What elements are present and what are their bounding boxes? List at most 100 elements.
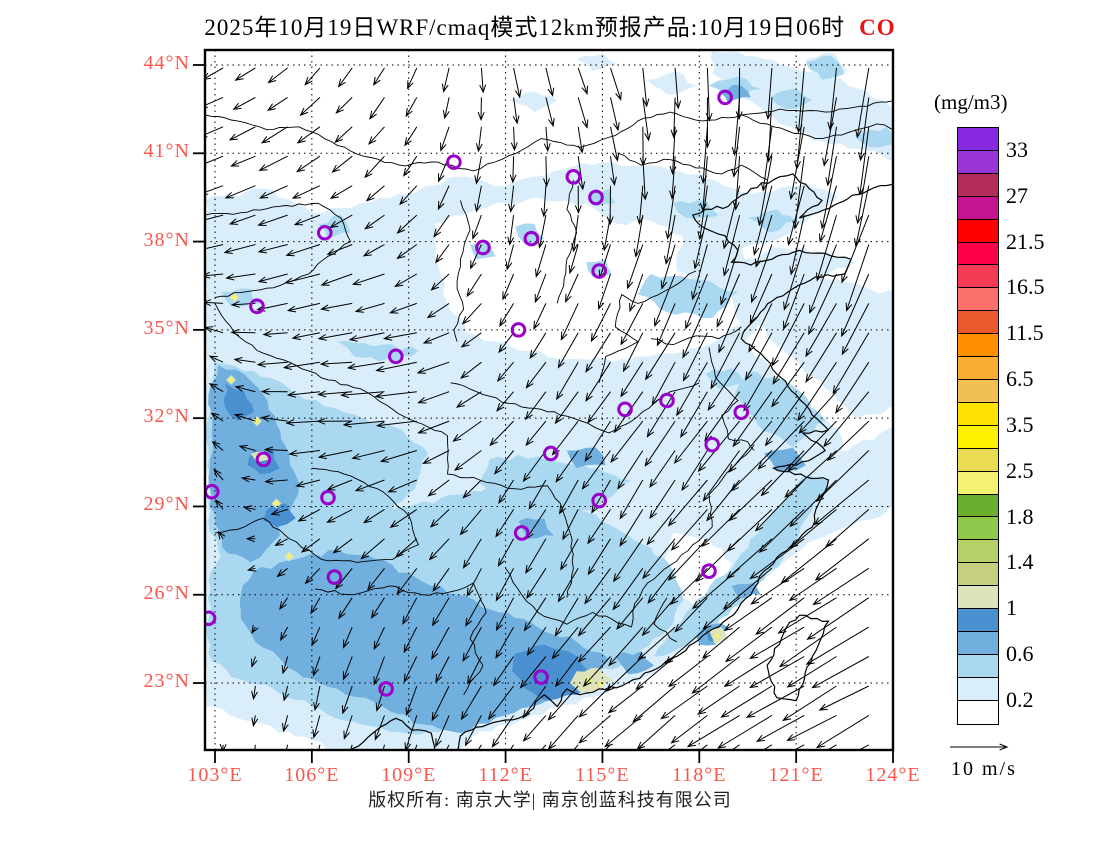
wind-arrow [296, 126, 321, 144]
wind-arrow [474, 185, 482, 213]
wind-arrow [554, 656, 579, 688]
wind-scale-label: 10 m/s [951, 758, 1017, 780]
wind-arrow [651, 361, 676, 406]
wind-arrow [574, 185, 582, 215]
wind-arrow [208, 355, 224, 363]
wind-arrow [545, 97, 555, 128]
wind-arrow [508, 185, 515, 213]
wind-arrow [533, 303, 547, 331]
wind-arrow [818, 185, 837, 243]
copyright-text: 版权所有: 南京大学| 南京创蓝科技有限公司 [368, 790, 732, 810]
co-hotspot-dot [231, 294, 238, 301]
wind-arrow [251, 685, 258, 701]
wind-arrow [726, 538, 773, 580]
wind-arrow [205, 96, 224, 108]
wind-arrow [417, 420, 450, 434]
wind-arrow [789, 509, 837, 549]
title-text: 2025年10月19日WRF/cmaq模式12km预报产品:10月19日06时 [204, 15, 846, 40]
wind-arrow [702, 450, 741, 502]
wind-arrow [522, 685, 547, 719]
wind-arrow [342, 656, 353, 681]
wind-arrow [577, 67, 588, 95]
colorbar [957, 127, 999, 725]
wind-arrow [754, 479, 805, 532]
wind-arrow [431, 626, 450, 660]
wind-arrow [784, 450, 837, 498]
wind-arrow [396, 567, 418, 596]
wind-arrow [827, 67, 837, 132]
wind-arrow [364, 155, 385, 179]
wind-arrow [731, 97, 741, 156]
wind-arrow [495, 568, 515, 602]
wind-arrow [805, 303, 837, 358]
wind-arrow [245, 535, 256, 543]
wind-arrow [728, 479, 773, 522]
map-layers [205, 50, 893, 750]
wind-arrow [367, 567, 385, 591]
wind-arrow [472, 214, 482, 240]
wind-arrow [440, 126, 450, 152]
wind-arrow [433, 214, 450, 238]
co-shade-region [710, 50, 893, 162]
wind-arrow [351, 273, 385, 286]
wind-arrow [431, 685, 450, 722]
wind-arrow [288, 449, 320, 457]
wind-arrow [312, 656, 321, 677]
wind-arrow [251, 715, 259, 727]
colorbar-tick-label: 1.8 [1006, 503, 1034, 529]
co-shade-region [854, 126, 893, 148]
wind-arrow [832, 332, 870, 395]
wind-arrow [493, 450, 514, 475]
wind-arrow [208, 383, 224, 393]
colorbar-cell [958, 173, 998, 197]
wind-arrow [316, 417, 353, 425]
wind-arrow [260, 126, 288, 144]
wind-arrow [465, 597, 482, 627]
wind-arrow [644, 420, 676, 467]
wind-arrow [432, 568, 450, 593]
province-border [214, 303, 258, 351]
wind-arrow [295, 155, 321, 173]
wind-arrow [467, 656, 482, 685]
city-marker [513, 525, 530, 541]
wind-arrow [293, 214, 321, 226]
wind-arrow [642, 67, 650, 108]
city-marker [475, 239, 491, 256]
wind-arrow [266, 96, 288, 112]
wind-arrow [664, 626, 708, 665]
wind-arrow [416, 361, 450, 374]
wind-arrow [233, 413, 256, 422]
wind-arrow [674, 597, 708, 633]
wind-arrow [505, 244, 515, 271]
wind-arrow [732, 156, 741, 211]
wind-arrow [720, 244, 741, 306]
wind-arrow [286, 302, 321, 313]
wind-arrow [228, 126, 256, 141]
colorbar-tick-label: 1 [1006, 595, 1017, 621]
wind-arrow [487, 685, 514, 720]
wind-arrow [375, 361, 417, 373]
lon-tick-label: 103°E [187, 764, 243, 786]
map-frame [203, 48, 895, 752]
wind-arrow [320, 302, 353, 312]
wind-arrow [285, 419, 320, 427]
wind-arrow [835, 361, 870, 414]
wind-arrow [389, 508, 418, 528]
wind-arrow [312, 715, 321, 739]
wind-arrow [554, 597, 579, 637]
wind-arrow [693, 214, 708, 270]
co-shade-region [673, 200, 719, 219]
wind-arrow [304, 67, 321, 86]
wind-arrow [654, 273, 676, 328]
co-shade-region [508, 91, 558, 113]
colorbar-cell [958, 196, 998, 220]
wind-arrow [610, 420, 644, 463]
wind-arrow [632, 685, 676, 723]
wind-arrow [326, 508, 353, 523]
wind-arrow [210, 412, 224, 422]
wind-arrow [610, 97, 620, 132]
wind-arrow [310, 597, 321, 615]
wind-arrow [428, 538, 450, 561]
wind-arrow [577, 126, 585, 154]
co-shade-region [647, 70, 697, 95]
